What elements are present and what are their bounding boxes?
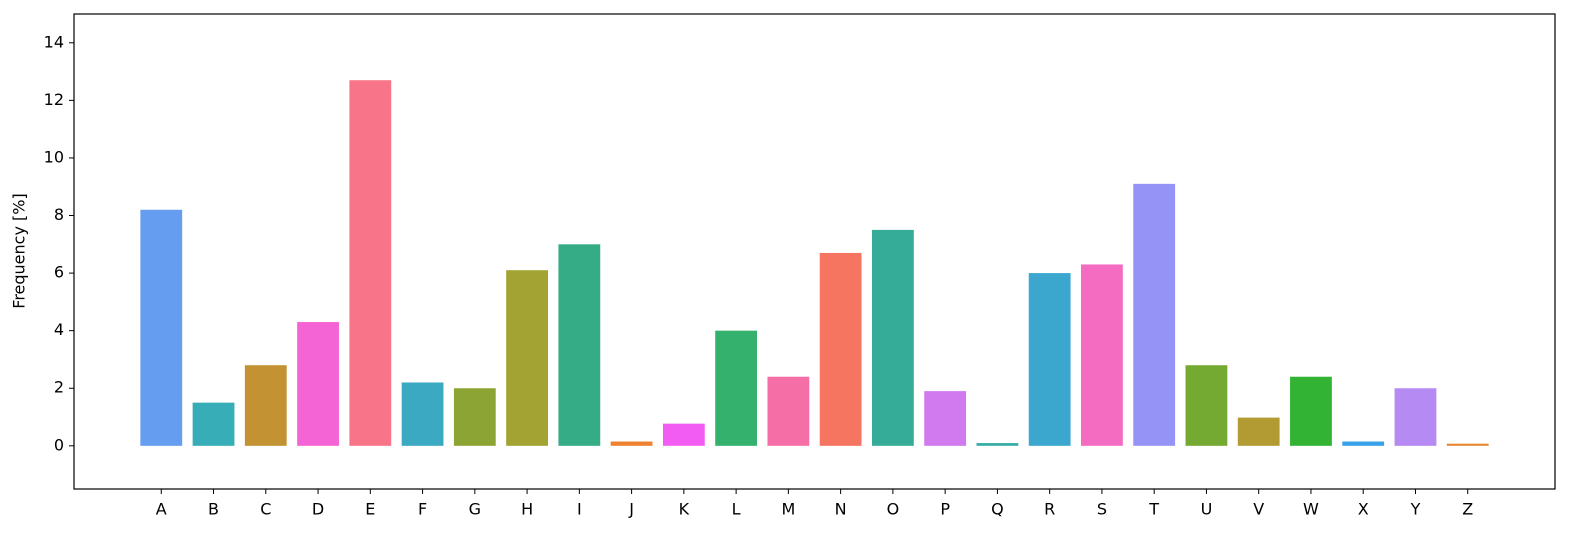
- y-tick-label: 2: [54, 378, 64, 397]
- x-tick-label: N: [835, 500, 847, 519]
- x-tick-label: H: [521, 500, 533, 519]
- y-tick-label: 12: [44, 90, 64, 109]
- bar: [1185, 365, 1228, 446]
- bar: [1237, 417, 1280, 446]
- x-tick-label: R: [1044, 500, 1055, 519]
- bar: [924, 391, 967, 446]
- x-tick-label: S: [1097, 500, 1107, 519]
- bar: [1446, 443, 1489, 446]
- bar: [1133, 183, 1176, 446]
- bar: [1342, 441, 1385, 446]
- bar: [140, 209, 183, 446]
- bar: [453, 388, 496, 446]
- y-tick-label: 6: [54, 263, 64, 282]
- x-tick-label: M: [781, 500, 795, 519]
- x-tick-label: A: [156, 500, 167, 519]
- y-tick-label: 10: [44, 147, 64, 166]
- bar: [715, 330, 758, 446]
- bar: [610, 441, 653, 446]
- x-tick-label: T: [1148, 500, 1159, 519]
- x-tick-label: Q: [991, 500, 1004, 519]
- y-tick-label: 4: [54, 320, 64, 339]
- bar: [819, 252, 862, 446]
- x-tick-label: U: [1201, 500, 1213, 519]
- x-tick-label: K: [679, 500, 690, 519]
- bar: [767, 376, 810, 446]
- bar: [244, 365, 287, 446]
- bar: [349, 80, 392, 446]
- x-tick-label: W: [1303, 500, 1319, 519]
- bar: [1028, 273, 1071, 446]
- bar: [401, 382, 444, 446]
- x-tick-label: L: [732, 500, 741, 519]
- x-tick-label: F: [418, 500, 427, 519]
- x-tick-label: J: [628, 500, 634, 519]
- bar: [506, 270, 548, 446]
- bar: [662, 423, 705, 446]
- x-tick-label: G: [469, 500, 481, 519]
- x-tick-label: B: [208, 500, 219, 519]
- y-tick-label: 14: [44, 32, 64, 51]
- bar: [1290, 376, 1332, 446]
- x-tick-label: I: [577, 500, 582, 519]
- x-tick-label: D: [312, 500, 324, 519]
- x-tick-label: P: [940, 500, 950, 519]
- x-tick-label: E: [365, 500, 375, 519]
- x-tick-label: Y: [1410, 500, 1421, 519]
- x-tick-label: C: [260, 500, 271, 519]
- y-axis-label: Frequency [%]: [10, 193, 29, 308]
- x-tick-label: O: [887, 500, 900, 519]
- y-tick-label: 8: [54, 205, 64, 224]
- y-tick-label: 0: [54, 435, 64, 454]
- bar: [192, 402, 235, 446]
- bar: [871, 229, 914, 446]
- bar: [976, 443, 1019, 446]
- bar: [1081, 264, 1123, 446]
- bar: [1394, 388, 1437, 446]
- bar: [297, 322, 339, 446]
- x-tick-label: X: [1358, 500, 1369, 519]
- bar: [558, 244, 601, 446]
- x-tick-label: V: [1253, 500, 1264, 519]
- plot-frame: [73, 13, 1556, 490]
- x-tick-label: Z: [1462, 500, 1473, 519]
